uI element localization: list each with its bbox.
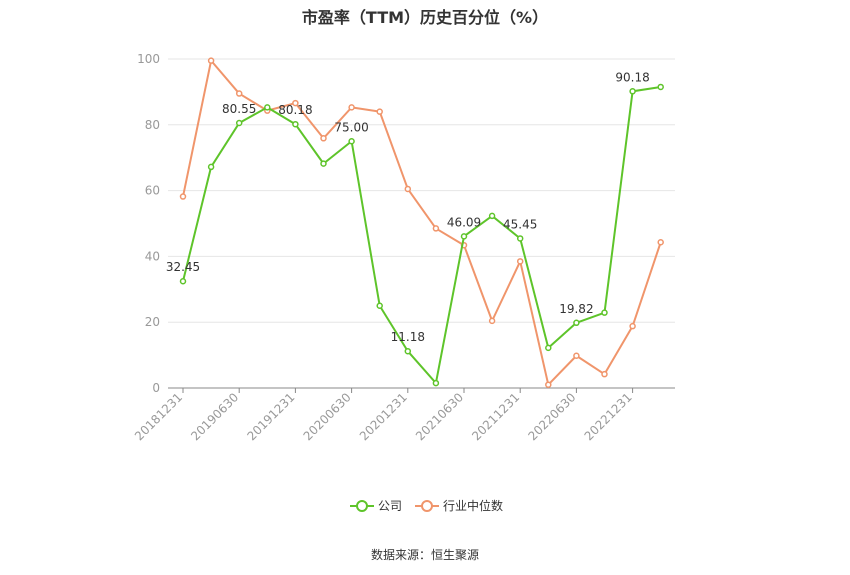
data-label: 11.18 [391, 330, 425, 344]
data-point [404, 185, 412, 193]
series-line [182, 85, 661, 385]
data-point [460, 233, 468, 240]
data-point [545, 344, 552, 352]
legend[interactable]: 公司 行业中位数 [350, 498, 503, 513]
data-point [516, 258, 524, 265]
data-point [573, 352, 580, 360]
data-point [601, 370, 608, 378]
data-point [657, 239, 664, 246]
source-note: 数据来源：恒生聚源 [370, 548, 479, 562]
data-point [348, 104, 355, 111]
data-point [235, 119, 243, 127]
data-point [545, 381, 552, 388]
x-tick-label: 20200630 [301, 390, 354, 443]
grid-lines [168, 58, 675, 323]
x-tick-label: 20201231 [357, 390, 410, 443]
data-label: 80.18 [278, 103, 312, 117]
y-tick-label: 0 [152, 381, 160, 395]
data-point [264, 104, 271, 111]
legend-marker [421, 500, 433, 512]
data-point [348, 138, 355, 145]
data-label: 75.00 [334, 120, 368, 134]
x-tick-label: 20221231 [582, 390, 635, 443]
data-point [601, 309, 608, 316]
data-point [376, 302, 383, 309]
series-industry-median [179, 57, 664, 388]
y-tick-label: 20 [145, 315, 160, 329]
data-point [376, 108, 383, 115]
data-point [207, 57, 215, 64]
data-label: 46.09 [447, 215, 481, 229]
x-tick-label: 20220630 [525, 390, 578, 443]
data-point [516, 235, 524, 242]
y-axis-ticks: 0 20 40 60 80 100 [137, 52, 160, 395]
data-point [573, 319, 580, 327]
legend-label: 公司 [378, 499, 402, 513]
x-tick-label: 20210630 [413, 390, 466, 443]
data-point [629, 88, 636, 95]
legend-label: 行业中位数 [443, 498, 503, 513]
data-point [179, 277, 187, 285]
chart-title: 市盈率（TTM）历史百分位（%） [301, 8, 549, 27]
legend-marker [356, 500, 368, 512]
series-line [182, 59, 662, 386]
data-label: 45.45 [503, 217, 537, 231]
data-labels: 32.45 80.55 80.18 75.00 11.18 46.09 45.45 19.82… [166, 70, 650, 344]
data-point [292, 120, 299, 128]
data-point [292, 99, 299, 107]
y-tick-label: 60 [145, 184, 160, 198]
x-tick-label: 20191231 [244, 390, 297, 443]
y-tick-label: 40 [145, 249, 160, 263]
data-label: 32.45 [166, 260, 200, 274]
x-axis-ticks: 20181231 20190630 20191231 20200630 20201231… [132, 388, 635, 443]
data-label: 90.18 [615, 70, 649, 84]
data-point [488, 317, 496, 325]
data-point [320, 135, 327, 142]
data-point [207, 163, 215, 171]
data-point [235, 90, 243, 97]
x-tick-label: 20181231 [132, 390, 185, 443]
data-point [432, 379, 440, 387]
series-company [179, 83, 664, 387]
y-tick-label: 80 [145, 118, 160, 132]
data-point [320, 160, 327, 167]
data-point [657, 83, 664, 91]
data-label: 80.55 [222, 102, 256, 116]
data-label: 19.82 [559, 302, 593, 316]
data-point [404, 347, 412, 355]
data-point [432, 225, 440, 232]
x-tick-label: 20190630 [188, 390, 241, 443]
y-tick-label: 100 [137, 52, 160, 66]
legend-item-industry-median[interactable]: 行业中位数 [415, 498, 503, 513]
data-point [488, 212, 496, 220]
data-point [179, 193, 187, 200]
x-tick-label: 20211231 [469, 390, 522, 443]
series-lines [179, 57, 664, 388]
data-point [629, 322, 636, 330]
legend-item-company[interactable]: 公司 [350, 499, 402, 513]
